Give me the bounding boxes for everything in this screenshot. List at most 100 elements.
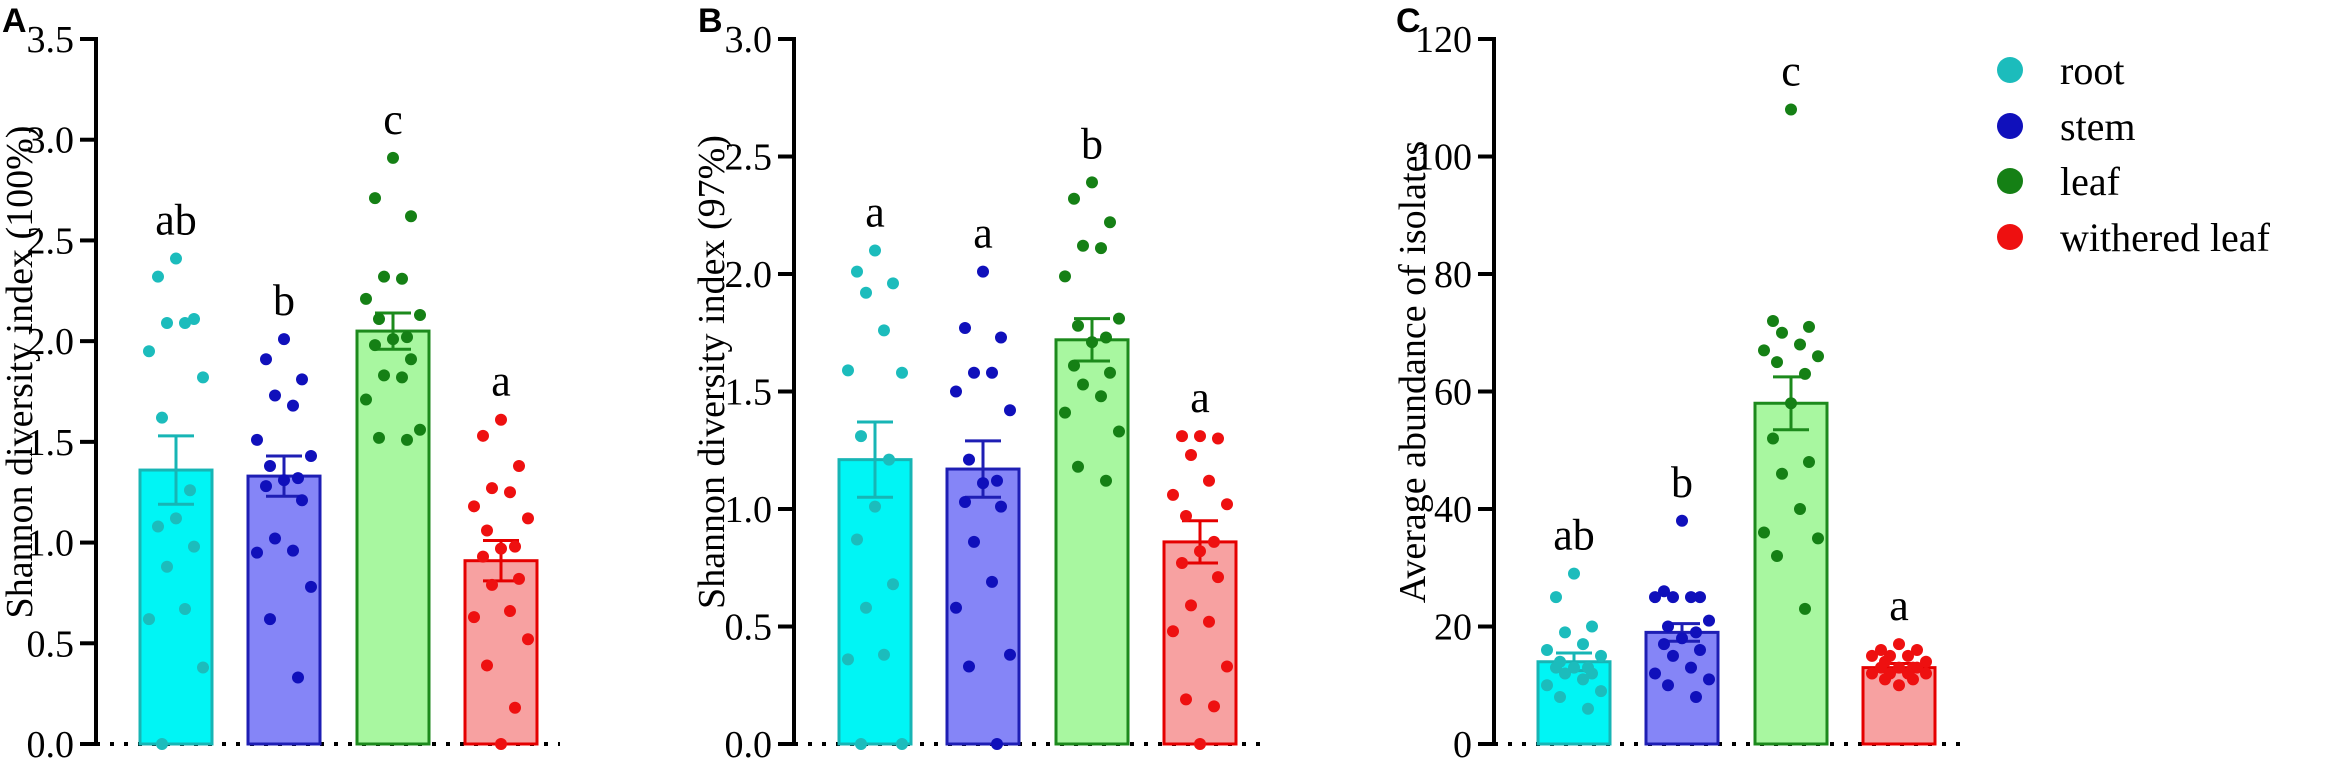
panel-c-root-point <box>1577 673 1589 686</box>
panel-b-stem-point <box>1004 404 1016 417</box>
panel-b-ytick-label: 2.5 <box>725 137 773 179</box>
panel-c-root-point <box>1595 685 1607 698</box>
panel-b-withered-point <box>1221 498 1233 511</box>
panel-b-leaf-sig-letter: b <box>1081 119 1103 168</box>
panel-a-withered-point <box>477 429 489 442</box>
panel-a-leaf-point <box>414 308 426 321</box>
panel-a-withered-point <box>468 500 480 513</box>
panel-c-root-sig-letter: ab <box>1553 511 1595 560</box>
panel-b-leaf-point <box>1104 216 1116 229</box>
panel-b-withered-point <box>1194 430 1206 443</box>
panel-b-withered-point <box>1208 700 1220 713</box>
panel-a-root-bar <box>138 468 214 746</box>
legend-marker-stem <box>1997 113 2023 139</box>
panel-b-withered-point <box>1203 474 1215 487</box>
panel-b-withered-point <box>1185 599 1197 612</box>
panel-a-withered-point <box>486 482 498 495</box>
panel-a-stem-sig-letter: b <box>273 276 295 325</box>
panel-a-ytick-label: 0.0 <box>27 724 75 763</box>
panel-c-withered-point <box>1866 667 1878 680</box>
panel-c-root-bar <box>1536 660 1612 746</box>
panel-c-stem-point <box>1690 691 1702 703</box>
panel-b-leaf-point <box>1086 176 1098 189</box>
panel-c-stem-point <box>1667 591 1679 604</box>
panel-b-withered-point <box>1180 510 1192 523</box>
panel-c-leaf-point <box>1771 550 1783 562</box>
panel-a-stem-point <box>287 399 299 412</box>
panel-b-root-point <box>887 277 899 290</box>
panel-c-root-point <box>1577 638 1589 651</box>
panel-a-stem-point <box>260 480 272 493</box>
panel-a-root-point <box>179 317 191 330</box>
panel-c-stem-point <box>1676 514 1688 527</box>
panel-c-stem-point <box>1649 591 1661 604</box>
panel-c-leaf-point <box>1758 344 1770 357</box>
panel-a-stem-bar <box>246 474 322 746</box>
panel-b-stem-point <box>959 495 971 508</box>
panel-c-leaf-point <box>1758 526 1770 539</box>
panel-c-stem-point <box>1658 638 1670 651</box>
panel-c-leaf-point <box>1767 315 1779 327</box>
panel-a-leaf-point <box>401 331 413 344</box>
panel-c-leaf-point <box>1812 532 1824 545</box>
panel-b-root-point <box>878 324 890 337</box>
legend-label-withered-leaf: withered leaf <box>2060 215 2271 260</box>
panel-b-leaf-point <box>1104 366 1116 379</box>
panel-b-withered-point <box>1185 448 1197 461</box>
panel-a-withered-sig-letter: a <box>491 357 511 406</box>
panel-a-ytick-label: 2.5 <box>27 220 75 262</box>
panel-b-withered-point <box>1212 432 1224 445</box>
panel-a-root-point <box>197 371 209 384</box>
panel-c-root-point <box>1568 661 1580 674</box>
panel-c-root-point <box>1541 644 1553 656</box>
panel-a-root-point <box>188 540 200 553</box>
panel-c-stem-point <box>1703 614 1715 627</box>
panel-b-stem-point <box>995 500 1007 513</box>
panel-c-leaf-point <box>1803 456 1815 468</box>
panel-c-root-point <box>1586 667 1598 680</box>
panel-b-stem-bar <box>945 467 1021 746</box>
panel-b-withered-point <box>1194 545 1206 558</box>
panel-b-leaf-point <box>1072 319 1084 332</box>
panel-a-leaf-point <box>405 353 417 366</box>
panel-b-leaf-point <box>1100 474 1112 487</box>
panel-a-root-point <box>143 345 155 358</box>
panel-b-stem-point <box>986 366 998 379</box>
panel-c-leaf-point <box>1794 503 1806 515</box>
panel-b-root-point <box>851 533 863 546</box>
panel-b-stem-point <box>959 322 971 335</box>
panel-a-root-point <box>156 738 168 750</box>
panel-a-stem-point <box>292 671 304 684</box>
panel-a-withered-point <box>486 578 498 591</box>
panel-a-stem-point <box>269 389 281 402</box>
panel-c-stem-point <box>1703 673 1715 686</box>
panel-b-leaf-point <box>1059 270 1071 283</box>
panel-a-bars: ab b c a <box>138 95 539 750</box>
panel-b-withered-point <box>1180 693 1192 706</box>
panel-a-axes: 0.0 0.5 1.0 1.5 2.0 2.5 3.0 3.5 <box>27 19 560 763</box>
panel-c-leaf-point <box>1794 338 1806 351</box>
panel-b-root-point <box>896 738 908 750</box>
legend: root stem leaf withered leaf <box>1997 48 2271 260</box>
panel-a-stem-point <box>296 494 308 507</box>
panel-a-root-point <box>197 661 209 674</box>
panel-c-leaf-point <box>1785 397 1797 410</box>
panel-c-root-point <box>1559 667 1571 680</box>
panel-c-withered-point <box>1920 655 1932 668</box>
panel-b-root-point <box>851 265 863 278</box>
panel-c-stem-point <box>1649 667 1661 680</box>
panel-a-leaf-point <box>401 433 413 446</box>
panel-b-leaf-point <box>1059 406 1071 419</box>
panel-a-leaf-point <box>360 292 372 305</box>
panel-b-stem-point <box>963 660 975 673</box>
panel-a-leaf-point <box>369 339 381 352</box>
panel-a-withered-point <box>522 512 534 525</box>
panel-c-stem-point <box>1676 632 1688 645</box>
panel-b-stem-point <box>991 738 1003 750</box>
panel-a-withered-point <box>495 542 507 555</box>
panel-a: A Shannon diversity index (100%) 0.0 0.5 1… <box>0 2 560 763</box>
panel-b-root-point <box>842 364 854 377</box>
panel-c-withered-point <box>1911 661 1923 674</box>
panel-a-leaf-point <box>360 393 372 406</box>
panel-c-withered-point <box>1875 661 1887 674</box>
